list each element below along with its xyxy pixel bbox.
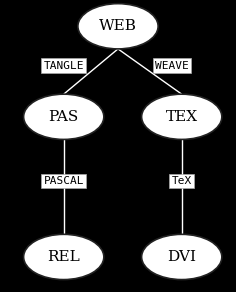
Ellipse shape	[24, 234, 104, 280]
Text: PASCAL: PASCAL	[43, 176, 84, 186]
Ellipse shape	[24, 94, 104, 140]
Text: TANGLE: TANGLE	[43, 61, 84, 71]
Ellipse shape	[142, 234, 222, 280]
Text: PAS: PAS	[49, 110, 79, 124]
Text: TEX: TEX	[166, 110, 198, 124]
Text: WEB: WEB	[99, 19, 137, 33]
Text: REL: REL	[47, 250, 80, 264]
Ellipse shape	[78, 4, 158, 49]
Text: TeX: TeX	[172, 176, 192, 186]
Ellipse shape	[142, 94, 222, 140]
Text: DVI: DVI	[167, 250, 196, 264]
Text: WEAVE: WEAVE	[155, 61, 189, 71]
